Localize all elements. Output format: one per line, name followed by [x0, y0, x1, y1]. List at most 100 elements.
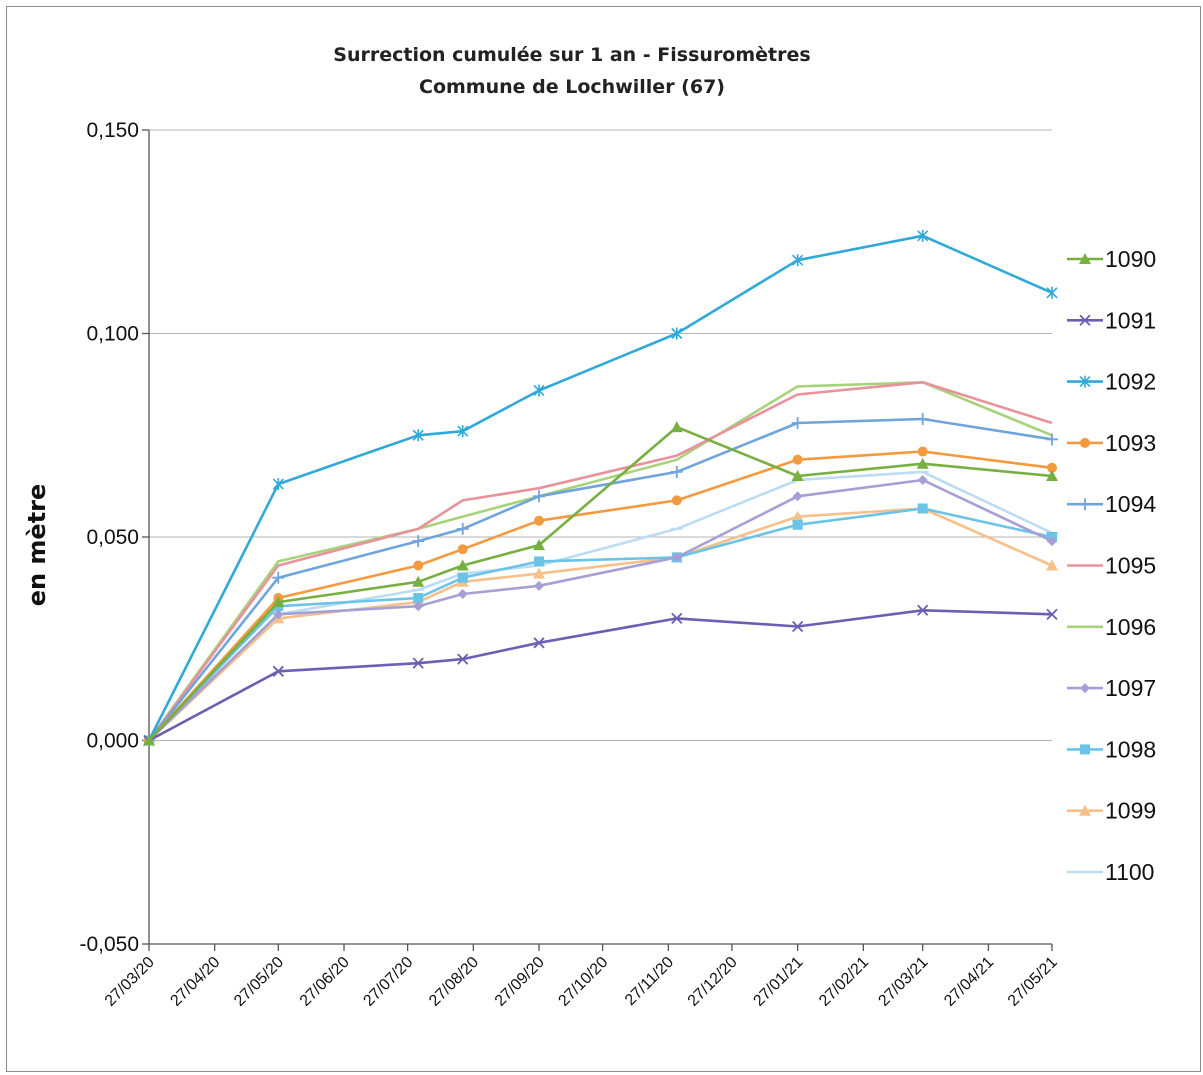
- legend-item: 1092: [1067, 369, 1156, 395]
- data-point: [412, 657, 424, 669]
- legend-item: 1094: [1067, 491, 1156, 517]
- legend-label: 1099: [1105, 798, 1156, 824]
- legend-item: 1098: [1067, 736, 1156, 762]
- y-tick-label: 0,050: [86, 526, 139, 549]
- data-point: [534, 515, 545, 526]
- data-point: [534, 580, 545, 591]
- data-point: [1079, 253, 1091, 264]
- legend-item: 1093: [1067, 430, 1156, 456]
- y-tick-label: 0,000: [86, 730, 139, 753]
- legend-item: 1099: [1067, 798, 1156, 824]
- series-line: [148, 450, 1053, 742]
- chart-frame: Surrection cumulée sur 1 an - Fissuromèt…: [6, 6, 1201, 1072]
- chart-title-line-1: Surrection cumulée sur 1 an - Fissuromèt…: [333, 44, 810, 66]
- x-tick-label: 27/07/20: [360, 954, 416, 1010]
- data-point: [791, 620, 804, 633]
- data-point: [143, 734, 155, 746]
- data-point: [670, 465, 683, 478]
- data-point: [272, 571, 285, 584]
- data-point: [534, 556, 545, 567]
- data-point: [533, 490, 546, 503]
- legend-item: 1090: [1067, 246, 1156, 272]
- data-point: [533, 567, 546, 579]
- data-point: [533, 384, 545, 397]
- series-line: [147, 234, 1053, 742]
- data-point: [917, 229, 929, 242]
- data-point: [1080, 744, 1090, 755]
- data-point: [791, 417, 804, 430]
- data-point: [791, 510, 804, 522]
- legend-label: 1093: [1105, 430, 1156, 456]
- data-point: [917, 446, 928, 457]
- legend-item: 1096: [1067, 614, 1156, 640]
- data-point: [456, 559, 469, 571]
- data-point: [457, 425, 469, 438]
- series-1099: [143, 502, 1058, 746]
- legend-label: 1094: [1105, 491, 1156, 517]
- data-point: [456, 522, 469, 535]
- data-point: [1080, 683, 1090, 694]
- data-point: [413, 601, 424, 612]
- legend: 1090 1091 1092 1093 1094 1095 1096 1097 1098 1099…: [1067, 246, 1156, 885]
- line-chart: Surrection cumulée sur 1 an - Fissuromèt…: [23, 44, 1156, 1010]
- data-point: [916, 412, 929, 425]
- data-point: [413, 560, 424, 571]
- data-point: [670, 421, 683, 433]
- data-point: [1046, 469, 1058, 481]
- x-tick-label: 27/12/20: [685, 954, 741, 1010]
- x-tick-label: 27/09/20: [492, 954, 548, 1010]
- series-1090: [143, 421, 1058, 746]
- legend-label: 1098: [1105, 736, 1156, 762]
- y-tick-label: 0,150: [86, 119, 139, 142]
- legend-item: 1091: [1067, 307, 1156, 333]
- data-point: [533, 637, 545, 649]
- legend-label: 1092: [1105, 369, 1156, 395]
- data-point: [1046, 559, 1058, 571]
- series-line: [147, 380, 1053, 742]
- x-tick-label: 27/10/20: [555, 954, 611, 1010]
- data-point: [1080, 437, 1090, 448]
- data-point: [671, 495, 682, 506]
- data-point: [1079, 804, 1091, 816]
- series-1098: [144, 503, 1057, 746]
- y-axis-label: en mètre: [23, 484, 51, 607]
- data-point: [1046, 608, 1058, 620]
- data-point: [457, 588, 468, 599]
- data-point: [1079, 314, 1091, 326]
- series-line: [148, 507, 1053, 742]
- data-point: [412, 429, 424, 442]
- data-point: [272, 665, 284, 677]
- series-line: [148, 608, 1053, 742]
- data-point: [412, 535, 425, 548]
- x-tick-label: 27/01/21: [750, 954, 806, 1010]
- legend-label: 1090: [1105, 246, 1156, 272]
- legend-label: 1095: [1105, 553, 1156, 579]
- chart-title-line-2: Commune de Lochwiller (67): [419, 76, 725, 98]
- x-tick-label: 27/05/21: [1005, 954, 1061, 1010]
- legend-label: 1096: [1105, 614, 1156, 640]
- y-tick-label: 0,100: [86, 323, 139, 346]
- data-point: [457, 544, 468, 555]
- legend-label: 1100: [1105, 859, 1154, 885]
- series-1096: [147, 380, 1053, 742]
- data-point: [917, 475, 928, 486]
- data-point: [533, 539, 546, 551]
- series-line: [147, 417, 1053, 742]
- series-lines: [143, 229, 1058, 747]
- data-point: [671, 612, 683, 625]
- data-point: [1047, 462, 1057, 473]
- series-1095: [147, 380, 1053, 742]
- data-point: [917, 604, 929, 616]
- data-point: [671, 327, 683, 340]
- data-point: [272, 596, 285, 608]
- gridlines: [149, 129, 1052, 741]
- x-tick-label: 27/05/20: [231, 954, 287, 1010]
- data-point: [1047, 536, 1057, 547]
- data-point: [412, 575, 425, 587]
- data-point: [791, 469, 804, 481]
- data-point: [916, 457, 929, 469]
- x-tick-label: 27/08/20: [426, 954, 482, 1010]
- series-1091: [143, 604, 1058, 747]
- legend-item: 1097: [1067, 675, 1156, 701]
